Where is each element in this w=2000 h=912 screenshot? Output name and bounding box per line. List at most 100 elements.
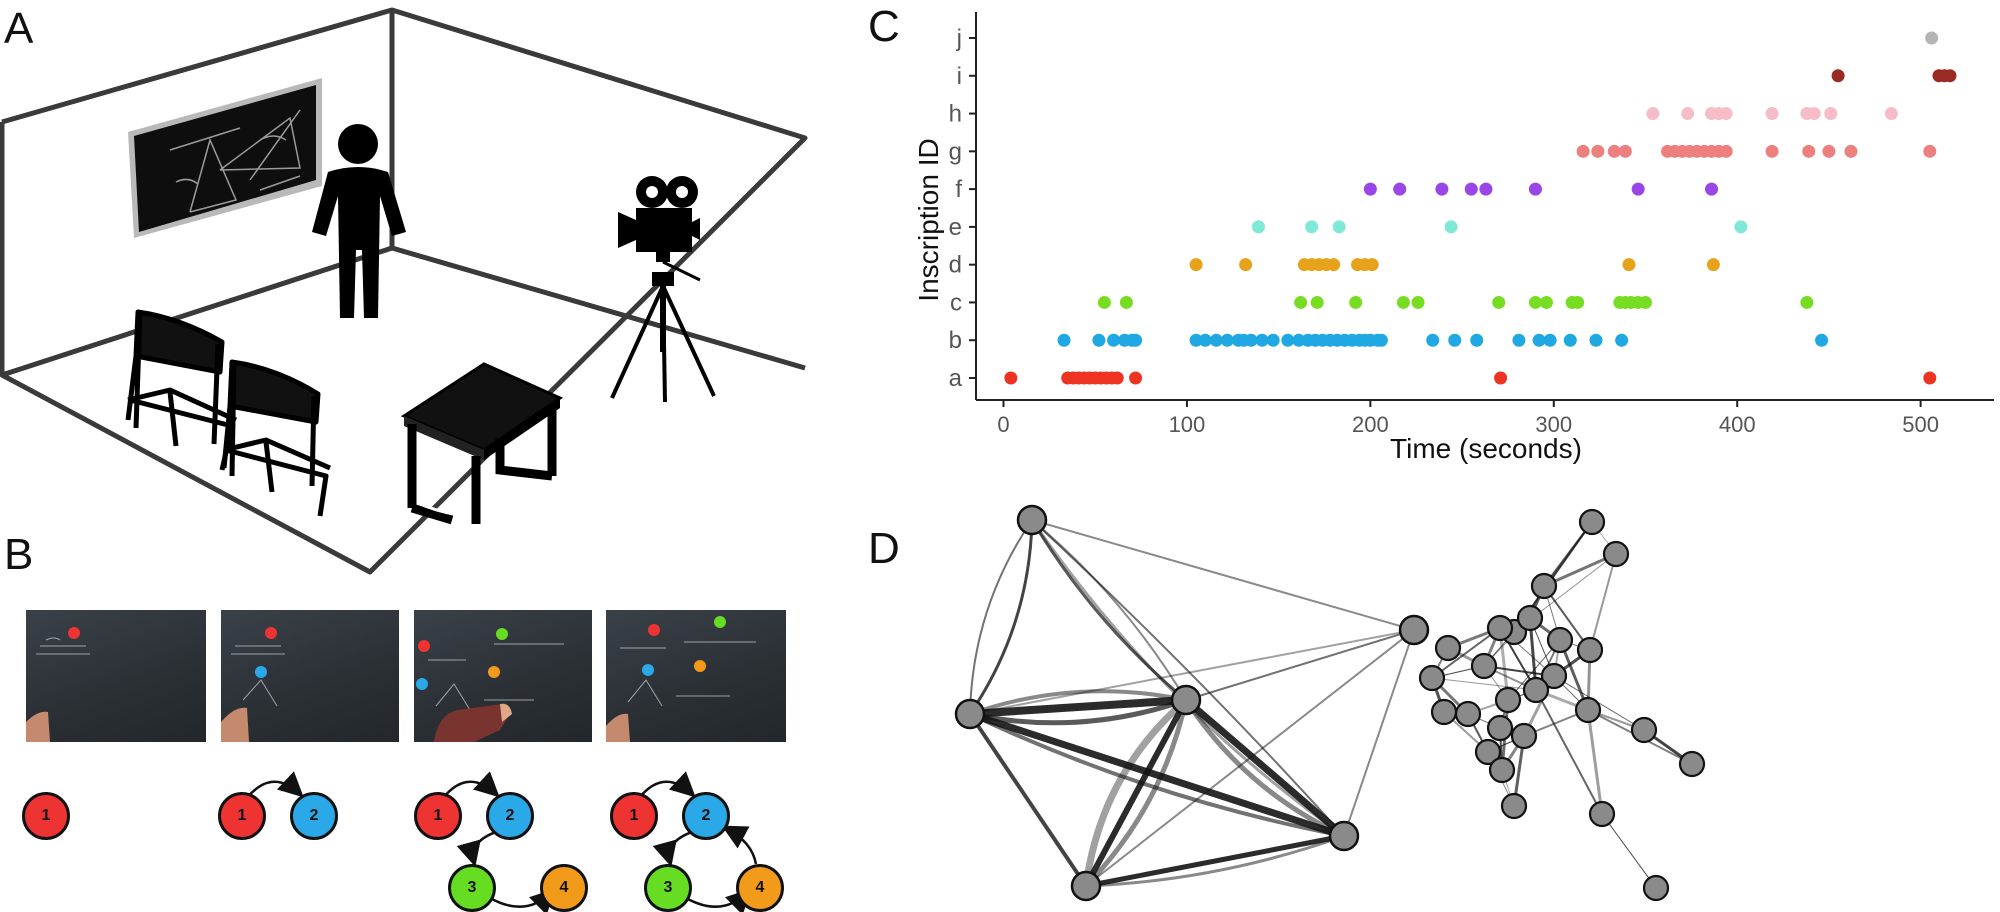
camera-icon (610, 176, 716, 403)
data-point (1294, 295, 1308, 309)
network-node (1070, 870, 1102, 902)
node-2: 2 (682, 792, 730, 840)
node-4: 4 (540, 864, 588, 912)
network-node (1630, 716, 1658, 744)
data-point (1800, 295, 1814, 309)
network-node (1578, 508, 1606, 536)
data-point (1943, 69, 1957, 83)
y-tick-label: f (955, 176, 962, 203)
network-edge (1083, 698, 1189, 888)
data-point (1396, 295, 1410, 309)
data-point (1528, 182, 1542, 196)
inscription-dot (488, 666, 500, 678)
network-edge (968, 519, 1034, 715)
data-point (1815, 333, 1829, 347)
inscription-dot (496, 628, 508, 640)
data-point (1706, 258, 1720, 272)
data-point (1107, 333, 1121, 347)
data-point (1631, 182, 1645, 196)
data-point (1209, 333, 1223, 347)
x-tick-label: 300 (1535, 412, 1572, 437)
data-point (1591, 144, 1605, 158)
network-node (1574, 696, 1602, 724)
y-tick-label: b (949, 327, 962, 354)
network-edge (969, 519, 1033, 715)
network-node (1576, 636, 1604, 664)
network-edge (1185, 629, 1415, 701)
node-2: 2 (486, 792, 534, 840)
inscription-networks (954, 504, 1706, 902)
data-point (1576, 144, 1590, 158)
data-point (1824, 107, 1838, 121)
network-right (1418, 508, 1706, 902)
data-point (1802, 144, 1816, 158)
data-point (1705, 182, 1719, 196)
network-edge (1431, 627, 1501, 679)
network-edge (969, 696, 1187, 718)
data-point (1198, 333, 1212, 347)
video-frame (221, 610, 399, 742)
x-tick-label: 100 (1169, 412, 1206, 437)
data-point (1310, 295, 1324, 309)
network-node (1546, 626, 1574, 654)
data-point (1444, 220, 1458, 234)
node-3: 3 (448, 864, 496, 912)
y-tick-label: a (949, 365, 963, 392)
panel-letter-b: B (4, 530, 34, 579)
x-tick-label: 200 (1352, 412, 1389, 437)
node-1: 1 (610, 792, 658, 840)
network-edge (969, 712, 1345, 838)
data-point (1057, 333, 1071, 347)
data-point (1110, 371, 1124, 385)
node-3: 3 (644, 864, 692, 912)
network-edge (1543, 585, 1591, 651)
network-node (1522, 676, 1550, 704)
network-node (1500, 792, 1528, 820)
network-node (1170, 684, 1202, 716)
network-edge (1586, 709, 1604, 815)
network-node (1642, 874, 1670, 902)
data-point (1539, 295, 1553, 309)
network-node (1328, 820, 1360, 852)
data-point (1129, 333, 1143, 347)
data-point (1765, 107, 1779, 121)
network-node (1418, 664, 1446, 692)
data-point (1512, 333, 1526, 347)
network-node (1454, 700, 1482, 728)
network-edge (1085, 629, 1415, 887)
data-point (1426, 333, 1440, 347)
network-node (1510, 722, 1538, 750)
network-node (1486, 614, 1514, 642)
chair-icon (221, 359, 332, 517)
network-edge (1031, 519, 1187, 701)
network-node (1540, 662, 1568, 690)
data-point (1363, 182, 1377, 196)
data-point (1494, 371, 1508, 385)
network-edge (969, 697, 1187, 726)
panel-letter-c: C (868, 2, 900, 51)
network-edges (968, 519, 1415, 889)
blackboard (128, 78, 322, 238)
network-left (954, 504, 1430, 902)
video-frame (26, 610, 206, 742)
network-edge (1543, 552, 1617, 588)
network-edge (1031, 519, 1415, 631)
network-edge (1589, 553, 1617, 651)
y-tick-label: i (957, 63, 962, 90)
network-node (1494, 686, 1522, 714)
node-1: 1 (22, 792, 70, 840)
inscription-dot (418, 640, 430, 652)
network-edge (1507, 639, 1561, 701)
data-point (1528, 295, 1542, 309)
data-point (1563, 333, 1577, 347)
network-node (1530, 572, 1558, 600)
data-point (1532, 333, 1546, 347)
data-point (1638, 295, 1652, 309)
data-point (1004, 371, 1018, 385)
data-point (1607, 144, 1621, 158)
inscription-dot (416, 678, 428, 690)
video-frame (414, 610, 592, 742)
data-point (1092, 333, 1106, 347)
y-tick-label: e (949, 214, 962, 241)
